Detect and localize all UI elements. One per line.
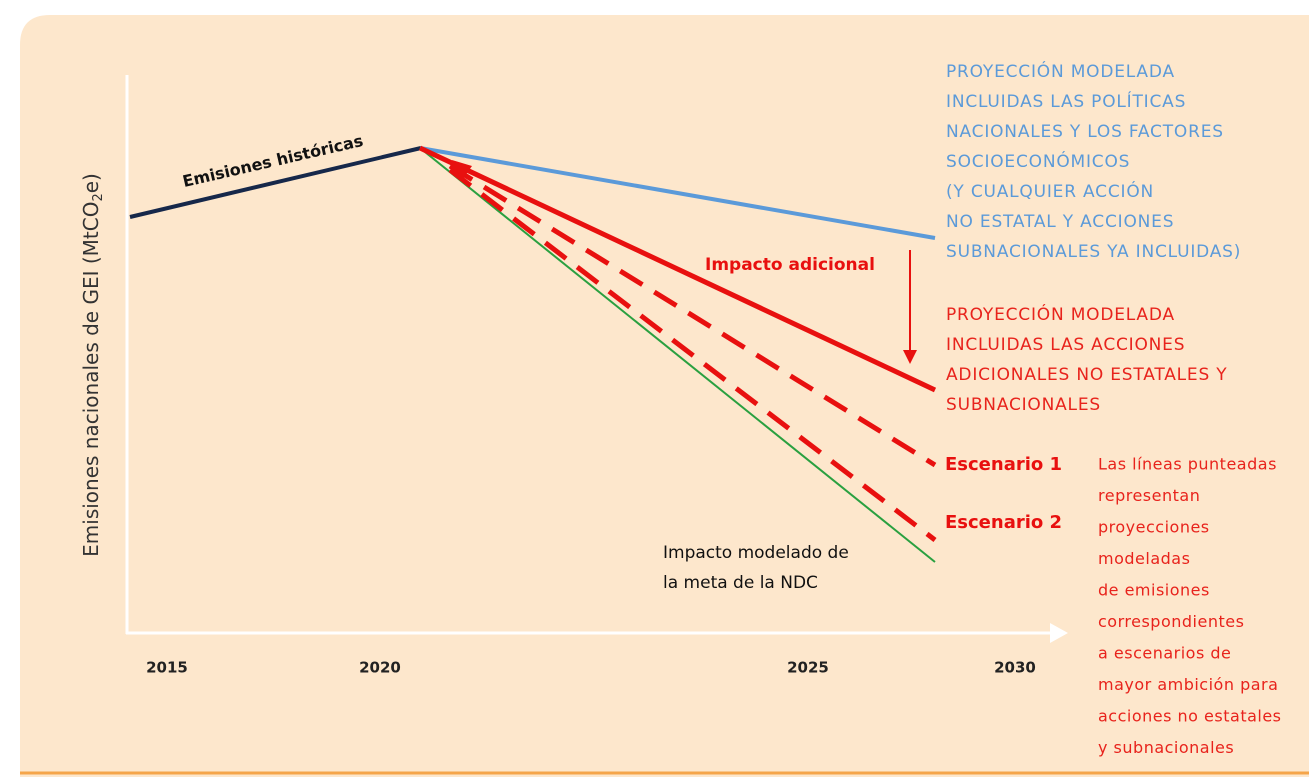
ndc-label: la meta de la NDC <box>663 573 818 593</box>
note-line: acciones no estatales <box>1098 707 1282 726</box>
red-line <box>418 145 937 393</box>
red-projection-line: SUBNACIONALES <box>946 395 1101 415</box>
blue-projection-line: NO ESTATAL Y ACCIONES <box>946 212 1174 232</box>
blue-line <box>419 146 936 240</box>
x-axis-arrow <box>1050 623 1068 643</box>
red-projection-line: ADICIONALES NO ESTATALES Y <box>946 365 1227 385</box>
scenario-2-line <box>448 168 937 542</box>
note-line: proyecciones <box>1098 518 1210 537</box>
note-line: mayor ambición para <box>1098 675 1278 694</box>
impact-label: Impacto adicional <box>705 255 875 275</box>
note-line: a escenarios de <box>1098 644 1231 663</box>
green-line <box>419 147 936 563</box>
note-line: de emisiones <box>1098 581 1210 600</box>
scenario-label: Escenario 1 <box>945 454 1062 475</box>
blue-projection-line: INCLUIDAS LAS POLÍTICAS <box>946 90 1186 112</box>
x-label: 2015 <box>146 659 188 677</box>
x-label: 2020 <box>359 659 401 677</box>
background <box>20 15 1309 777</box>
note-line: y subnacionales <box>1098 738 1234 757</box>
blue-projection-line: PROYECCIÓN MODELADA <box>946 60 1175 82</box>
impact-arrowhead <box>903 350 917 364</box>
red-projection-line: PROYECCIÓN MODELADA <box>946 303 1175 325</box>
note-line: modeladas <box>1098 549 1190 568</box>
scenario-label: Escenario 2 <box>945 512 1062 533</box>
scenario-1-line <box>448 163 937 468</box>
blue-projection-line: SUBNACIONALES YA INCLUIDAS) <box>946 242 1241 262</box>
note-line: Las líneas punteadas <box>1098 455 1277 474</box>
x-label: 2025 <box>787 659 829 677</box>
note-line: correspondientes <box>1098 612 1244 631</box>
blue-projection-line: NACIONALES Y LOS FACTORES <box>946 122 1224 142</box>
x-label: 2030 <box>994 659 1036 677</box>
historic-line <box>129 146 422 219</box>
y-axis-label: Emisiones nacionales de GEI (MtCO2e) <box>79 173 106 557</box>
blue-projection-line: SOCIOECONÓMICOS <box>946 150 1130 172</box>
blue-projection-line: (Y CUALQUIER ACCIÓN <box>946 180 1154 202</box>
red-projection-line: INCLUIDAS LAS ACCIONES <box>946 335 1185 355</box>
note-line: representan <box>1098 486 1200 505</box>
scenario-arrowhead <box>452 160 472 180</box>
ndc-label: Impacto modelado de <box>663 543 849 563</box>
